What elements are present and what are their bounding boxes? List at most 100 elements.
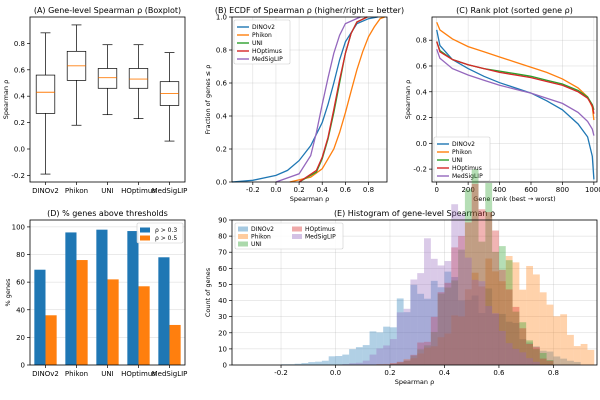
hist-bar-DINOv2 bbox=[512, 322, 520, 365]
hist-bar-MedSigLIP bbox=[498, 330, 506, 365]
hist-bar-DINOv2 bbox=[321, 360, 329, 365]
bar-DINOv2-series-2 bbox=[45, 315, 57, 365]
panel-E-ytick-label: 70 bbox=[218, 249, 227, 257]
panel-E-ytick-label: 80 bbox=[218, 233, 227, 241]
rank-line-MedSigLIP bbox=[436, 48, 595, 136]
panel-E-legend-swatch bbox=[238, 226, 248, 232]
hist-bar-DINOv2 bbox=[498, 313, 506, 365]
hist-bar-HOptimus bbox=[396, 361, 404, 365]
hist-bar-MedSigLIP bbox=[430, 258, 438, 365]
box-HOptimus bbox=[128, 68, 149, 89]
bar-UNI-series-1 bbox=[96, 229, 108, 365]
panel-B-xtick-label: 0.4 bbox=[317, 186, 329, 194]
panel-D-xtick-label: DINOv2 bbox=[32, 370, 59, 378]
hist-bar-MedSigLIP bbox=[478, 281, 486, 365]
panel-B-ytick-label: 1.0 bbox=[216, 14, 227, 22]
hist-bar-DINOv2 bbox=[567, 360, 574, 365]
panel-B-legend-label: Phikon bbox=[252, 32, 272, 39]
panel-D-legend-swatch bbox=[140, 227, 150, 233]
bar-MedSigLIP-series-2 bbox=[169, 324, 181, 365]
hist-bar-DINOv2 bbox=[389, 327, 397, 365]
hist-bar-DINOv2 bbox=[417, 293, 425, 365]
hist-bar-UNI bbox=[403, 360, 411, 365]
panel-B-ytick-label: 0.6 bbox=[216, 80, 228, 88]
panel-E-xtick-label: 0.4 bbox=[439, 369, 451, 377]
hist-bar-DINOv2 bbox=[308, 362, 316, 365]
hist-bar-UNI bbox=[546, 360, 554, 365]
panel-A-xtick-label: Phikon bbox=[65, 187, 88, 195]
hist-bar-Phikon bbox=[580, 343, 588, 365]
hist-bar-Phikon bbox=[444, 333, 452, 365]
hist-bar-DINOv2 bbox=[424, 298, 431, 365]
ecdf-line-Phikon bbox=[289, 16, 385, 183]
hist-bar-UNI bbox=[519, 322, 527, 365]
panel-A-xtick-label: HOptimus bbox=[121, 187, 156, 195]
hist-bar-DINOv2 bbox=[471, 295, 479, 365]
panel-C: (C) Rank plot (sorted gene ρ) 0 200 400 600 8… bbox=[404, 6, 600, 203]
panel-C-ylabel: Spearman ρ bbox=[404, 80, 412, 119]
panel-A-xtick-label: DINOv2 bbox=[32, 187, 59, 195]
hist-bar-UNI bbox=[492, 251, 499, 365]
hist-bar-MedSigLIP bbox=[396, 312, 404, 365]
panel-B-frame bbox=[231, 16, 388, 183]
panel-D-legend-label: ρ > 0.5 bbox=[155, 235, 177, 242]
hist-bar-HOptimus bbox=[410, 354, 418, 365]
panel-D-ytick-label: 40 bbox=[16, 306, 25, 314]
panel-C-legend-label: DINOv2 bbox=[452, 141, 475, 148]
hist-bar-Phikon bbox=[498, 281, 506, 365]
hist-bar-Phikon bbox=[567, 334, 574, 365]
panel-A-ytick-label: 0.4 bbox=[14, 93, 26, 101]
hist-bar-HOptimus bbox=[424, 341, 431, 365]
hist-bar-Phikon bbox=[376, 364, 384, 365]
hist-bar-DINOv2 bbox=[328, 356, 336, 365]
panel-B-legend-label: HOptimus bbox=[252, 48, 282, 55]
panel-A-ylabel: Spearman ρ bbox=[2, 80, 10, 119]
hist-bar-HOptimus bbox=[403, 360, 411, 365]
hist-bar-Phikon bbox=[546, 304, 554, 365]
panel-C-legend-box bbox=[433, 136, 491, 182]
panel-E-xtick-label: 0.6 bbox=[493, 369, 505, 377]
panel-E-ytick-label: 10 bbox=[218, 345, 227, 353]
panel-B: (B) ECDF of Spearman ρ (higher/right = b… bbox=[204, 6, 404, 203]
hist-bar-DINOv2 bbox=[294, 363, 302, 365]
panel-E-legend-box bbox=[234, 222, 344, 250]
panel-C-xtick-label: 400 bbox=[493, 186, 506, 194]
panel-E-legend-label: UNI bbox=[251, 241, 262, 248]
hist-bar-MedSigLIP bbox=[464, 257, 472, 365]
hist-bar-DINOv2 bbox=[539, 350, 547, 365]
hist-bar-Phikon bbox=[430, 346, 438, 365]
hist-bar-Phikon bbox=[485, 258, 493, 365]
panel-C-xtick-label: 200 bbox=[461, 186, 474, 194]
panel-C-xtick-label: 600 bbox=[524, 186, 537, 194]
rank-line-HOptimus bbox=[436, 41, 595, 114]
panel-A-title: (A) Gene-level Spearman ρ (Boxplot) bbox=[34, 6, 181, 15]
hist-bar-Phikon bbox=[403, 358, 411, 365]
panel-D-xtick-label: UNI bbox=[101, 370, 113, 378]
panel-D-ylabel: % genes bbox=[4, 278, 12, 306]
hist-bar-MedSigLIP bbox=[355, 362, 363, 365]
hist-bar-MedSigLIP bbox=[492, 313, 499, 365]
hist-bar-UNI bbox=[430, 331, 438, 365]
hist-bar-DINOv2 bbox=[301, 363, 309, 365]
panel-E-xlabel: Spearman ρ bbox=[395, 378, 434, 386]
panel-B-xtick-label: -0.2 bbox=[246, 186, 260, 194]
hist-bar-HOptimus bbox=[512, 306, 520, 365]
bar-DINOv2-series-1 bbox=[34, 269, 46, 365]
panel-B-ytick-label: 0.0 bbox=[216, 179, 227, 187]
hist-bar-HOptimus bbox=[539, 358, 547, 365]
hist-bar-Phikon bbox=[458, 316, 465, 365]
hist-bar-MedSigLIP bbox=[410, 279, 418, 365]
panel-B-xtick-label: 0.6 bbox=[340, 186, 352, 194]
panel-C-legend-label: HOptimus bbox=[452, 165, 482, 172]
panel-A-ytick-label: 0.2 bbox=[14, 119, 25, 127]
hist-bar-DINOv2 bbox=[430, 280, 438, 365]
box-DINOv2 bbox=[35, 74, 56, 114]
hist-bar-Phikon bbox=[519, 289, 527, 365]
hist-bar-UNI bbox=[539, 352, 547, 365]
panel-C-ytick-label: 0.0 bbox=[416, 140, 427, 148]
panel-D: (D) % genes above thresholds DINOv2 Phikon… bbox=[4, 209, 187, 378]
hist-bar-MedSigLIP bbox=[526, 358, 533, 365]
panel-B-ytick-label: 0.4 bbox=[216, 113, 228, 121]
hist-bar-DINOv2 bbox=[444, 271, 452, 365]
